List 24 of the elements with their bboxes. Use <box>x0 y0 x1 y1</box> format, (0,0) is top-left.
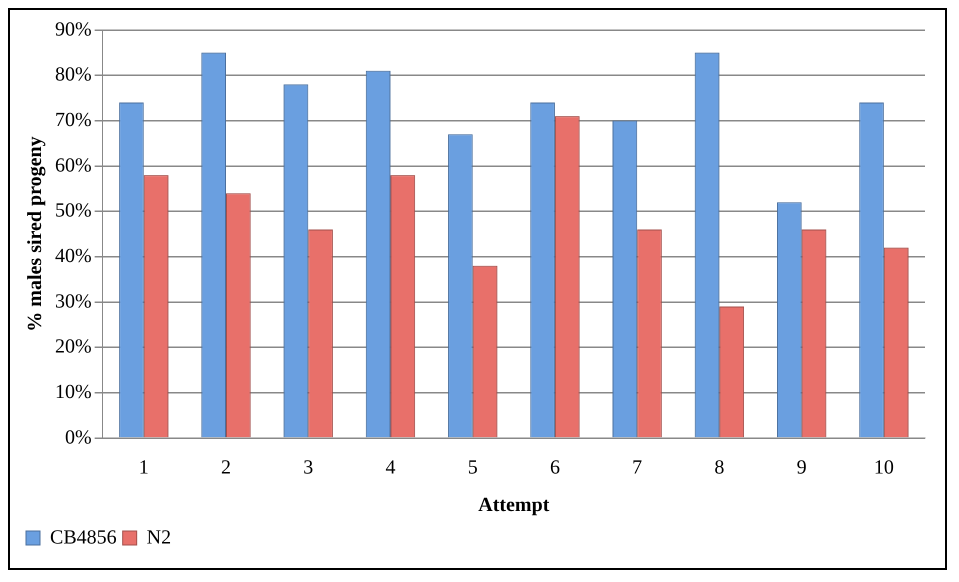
y-tick-label: 90% <box>54 18 92 40</box>
x-tick-label: 5 <box>468 456 478 478</box>
x-tick-label: 2 <box>221 456 232 478</box>
y-tick-label: 40% <box>54 244 92 267</box>
y-tick-label: 30% <box>54 290 92 312</box>
y-tick-label: 70% <box>54 108 92 131</box>
x-axis-title: Attempt <box>478 494 550 516</box>
x-tick-label: 10 <box>874 456 894 478</box>
x-tick-label: 7 <box>632 456 642 478</box>
y-tick-label: 10% <box>54 380 92 403</box>
y-tick-label: 0% <box>64 426 92 448</box>
y-tick-label: 60% <box>54 154 92 176</box>
y-tick-label: 50% <box>54 200 92 222</box>
y-tick-label: 80% <box>54 64 92 86</box>
legend-label: CB4856 <box>50 526 117 548</box>
x-tick-label: 9 <box>796 456 807 478</box>
x-tick-label: 6 <box>550 456 560 478</box>
y-axis-title: % males sired progeny <box>24 136 46 332</box>
y-tick-label: 20% <box>54 336 92 358</box>
x-tick-label: 1 <box>138 456 149 478</box>
x-tick-label: 4 <box>385 456 396 478</box>
x-tick-label: 8 <box>714 456 724 478</box>
x-tick-label: 3 <box>303 456 314 478</box>
legend-label: N2 <box>146 526 172 548</box>
